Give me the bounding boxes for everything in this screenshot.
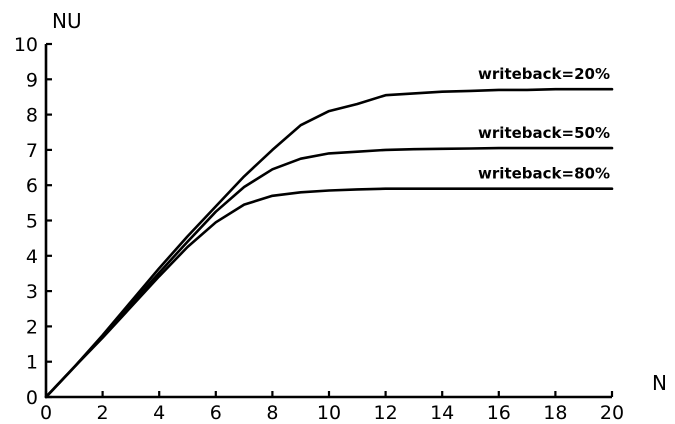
- series-line-1: [44, 87, 614, 399]
- y-tick-label: 7: [26, 140, 38, 162]
- x-tick-label: 2: [97, 402, 109, 424]
- x-tick-label: 16: [487, 402, 511, 424]
- x-tick-label: 0: [40, 402, 52, 424]
- series-group: writeback=20% writeback=50% writeback=80%: [44, 65, 614, 399]
- x-tick-label: 18: [543, 402, 567, 424]
- series-label-2: writeback=50%: [478, 124, 610, 142]
- y-tick-label: 0: [26, 387, 38, 409]
- y-tick-label: 8: [26, 105, 38, 127]
- y-tick-label: 2: [26, 316, 38, 338]
- x-axis-title: N: [652, 371, 667, 395]
- y-tick-label: 5: [26, 211, 38, 233]
- x-tick-label: 12: [374, 402, 398, 424]
- series-line-2: [44, 146, 614, 399]
- y-tick-label: 4: [26, 246, 38, 268]
- axes: [44, 44, 612, 399]
- y-tick-label: 10: [14, 34, 38, 56]
- y-tick-label: 1: [26, 352, 38, 374]
- y-tick-label: 6: [26, 175, 38, 197]
- y-tick-label: 9: [26, 69, 38, 91]
- series-label-1: writeback=20%: [478, 65, 610, 83]
- x-tick-label: 14: [430, 402, 454, 424]
- y-axis-title: NU: [52, 9, 82, 33]
- series-line-3: [44, 187, 614, 399]
- series-label-3: writeback=80%: [478, 165, 610, 183]
- x-tick-label: 4: [153, 402, 165, 424]
- x-tick-label: 8: [266, 402, 278, 424]
- x-tick-label: 6: [210, 402, 222, 424]
- y-tick-label: 3: [26, 281, 38, 303]
- x-tick-label: 20: [600, 402, 624, 424]
- x-tick-label: 10: [317, 402, 341, 424]
